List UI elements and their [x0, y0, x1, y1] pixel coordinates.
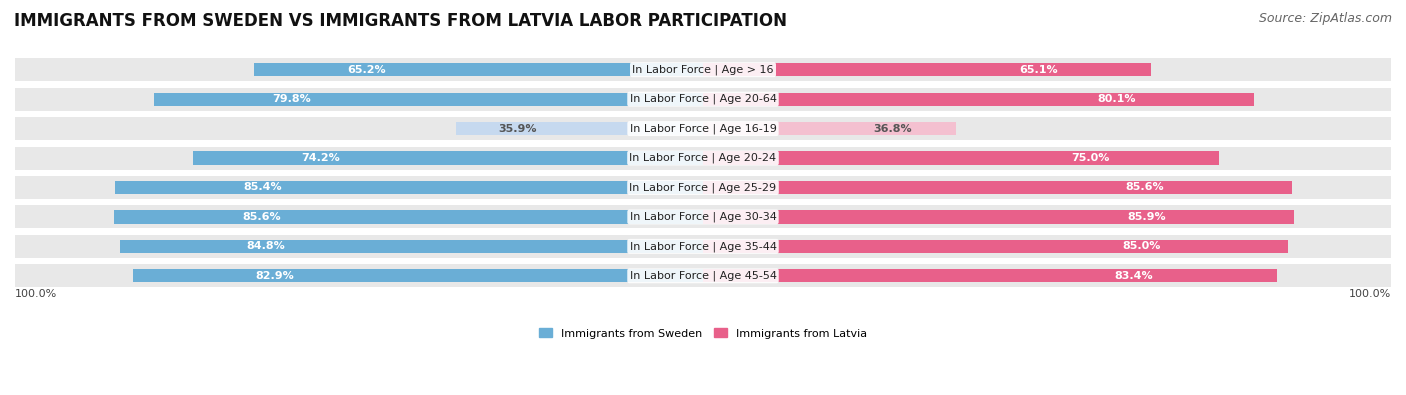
Bar — [15, 176, 1391, 199]
Text: 75.0%: 75.0% — [1071, 153, 1109, 163]
Bar — [115, 181, 703, 194]
Bar — [254, 63, 703, 76]
Bar — [114, 210, 703, 224]
Bar — [193, 151, 703, 165]
Bar — [15, 58, 1391, 81]
Bar — [15, 147, 1391, 169]
Bar — [703, 269, 1277, 282]
Bar — [703, 240, 1288, 253]
Bar — [703, 122, 956, 135]
Text: In Labor Force | Age > 16: In Labor Force | Age > 16 — [633, 64, 773, 75]
Bar — [456, 122, 703, 135]
Text: 35.9%: 35.9% — [499, 124, 537, 134]
Text: 83.4%: 83.4% — [1114, 271, 1153, 281]
Text: In Labor Force | Age 45-54: In Labor Force | Age 45-54 — [630, 271, 776, 281]
Bar — [703, 181, 1292, 194]
Bar — [132, 269, 703, 282]
Text: 85.6%: 85.6% — [1125, 182, 1164, 192]
Bar — [703, 210, 1294, 224]
Text: 82.9%: 82.9% — [256, 271, 295, 281]
Bar — [15, 117, 1391, 140]
Text: 85.9%: 85.9% — [1128, 212, 1166, 222]
Bar — [120, 240, 703, 253]
Bar — [15, 235, 1391, 258]
Text: In Labor Force | Age 16-19: In Labor Force | Age 16-19 — [630, 123, 776, 134]
Text: 65.1%: 65.1% — [1019, 65, 1059, 75]
Text: 79.8%: 79.8% — [271, 94, 311, 104]
Bar — [155, 92, 703, 106]
Text: 100.0%: 100.0% — [1348, 289, 1391, 299]
Text: IMMIGRANTS FROM SWEDEN VS IMMIGRANTS FROM LATVIA LABOR PARTICIPATION: IMMIGRANTS FROM SWEDEN VS IMMIGRANTS FRO… — [14, 12, 787, 30]
Text: In Labor Force | Age 20-64: In Labor Force | Age 20-64 — [630, 94, 776, 104]
Bar — [15, 88, 1391, 111]
Legend: Immigrants from Sweden, Immigrants from Latvia: Immigrants from Sweden, Immigrants from … — [534, 324, 872, 343]
Text: 84.8%: 84.8% — [246, 241, 285, 251]
Bar — [703, 63, 1152, 76]
Text: Source: ZipAtlas.com: Source: ZipAtlas.com — [1258, 12, 1392, 25]
Text: 74.2%: 74.2% — [301, 153, 339, 163]
Bar — [703, 92, 1254, 106]
Text: 100.0%: 100.0% — [15, 289, 58, 299]
Bar — [15, 264, 1391, 287]
Text: 85.6%: 85.6% — [242, 212, 281, 222]
Text: 65.2%: 65.2% — [347, 65, 385, 75]
Text: In Labor Force | Age 20-24: In Labor Force | Age 20-24 — [630, 153, 776, 163]
Text: 80.1%: 80.1% — [1097, 94, 1136, 104]
Text: In Labor Force | Age 25-29: In Labor Force | Age 25-29 — [630, 182, 776, 193]
Text: In Labor Force | Age 35-44: In Labor Force | Age 35-44 — [630, 241, 776, 252]
Text: 36.8%: 36.8% — [873, 124, 912, 134]
Text: 85.0%: 85.0% — [1122, 241, 1161, 251]
Text: In Labor Force | Age 30-34: In Labor Force | Age 30-34 — [630, 212, 776, 222]
Bar — [703, 151, 1219, 165]
Text: 85.4%: 85.4% — [243, 182, 281, 192]
Bar — [15, 205, 1391, 228]
